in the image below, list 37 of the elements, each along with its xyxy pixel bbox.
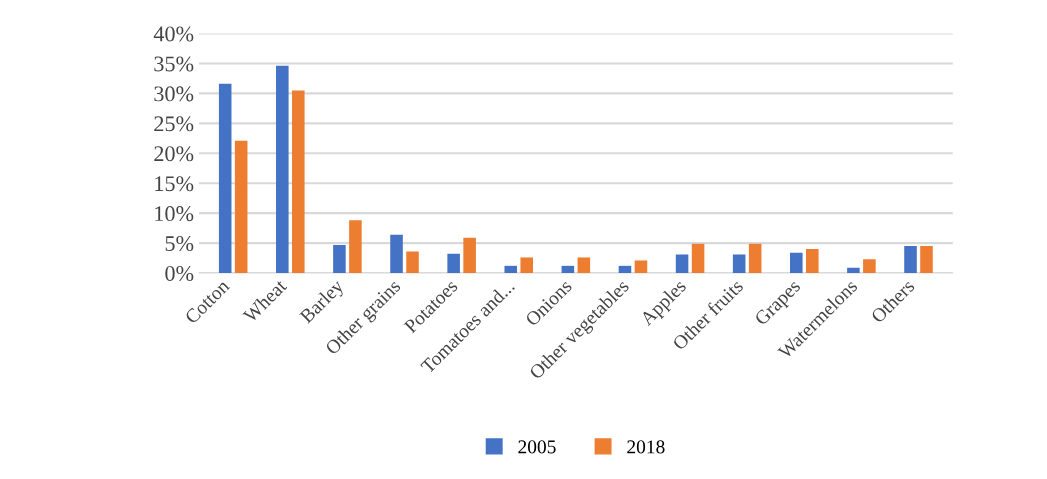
y-tick-label: 15% <box>155 176 194 192</box>
y-tick-label: 25% <box>154 116 194 132</box>
y-tick-label: 10% <box>155 206 194 222</box>
bar <box>504 265 518 274</box>
bar <box>675 254 689 274</box>
bar <box>561 265 575 274</box>
bar <box>904 246 917 274</box>
bar <box>276 65 289 274</box>
bar <box>790 252 803 274</box>
y-tick-label: 30% <box>154 86 194 102</box>
bar <box>748 243 762 274</box>
y-tick-label: 40% <box>153 26 194 42</box>
bar <box>520 257 534 274</box>
y-tick-label: 5% <box>165 236 194 252</box>
bar <box>406 251 419 274</box>
y-tick-label: 20% <box>154 146 194 162</box>
bar <box>634 260 648 274</box>
bar <box>847 267 860 274</box>
bar <box>732 254 746 274</box>
legend-label: 2005 <box>518 440 556 454</box>
bar <box>234 140 248 274</box>
bar <box>292 90 305 274</box>
bar <box>333 244 346 274</box>
bar <box>577 257 591 274</box>
bar <box>920 246 933 274</box>
bar <box>218 83 232 274</box>
y-tick-label: 35% <box>154 56 194 72</box>
bar <box>447 253 460 274</box>
legend-label: 2018 <box>627 440 665 454</box>
bar <box>691 243 705 274</box>
bar <box>863 259 876 274</box>
bar <box>390 234 403 274</box>
y-tick-label: 0% <box>165 265 194 282</box>
bar <box>618 265 632 274</box>
bar <box>806 249 819 274</box>
bar <box>463 237 476 274</box>
bar <box>349 220 362 274</box>
